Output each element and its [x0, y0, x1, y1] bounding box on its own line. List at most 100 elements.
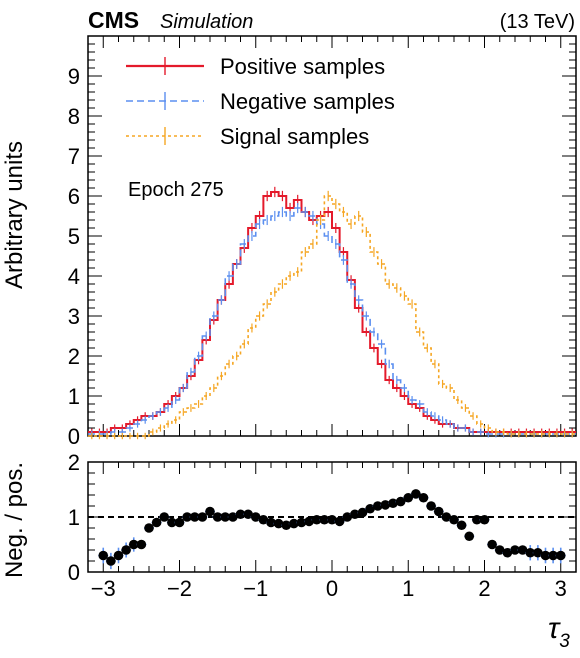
ratio-point [121, 545, 131, 555]
y-tick-label: 7 [68, 144, 80, 169]
experiment-label: CMS [88, 7, 139, 33]
ratio-point [136, 539, 147, 550]
x-tick-label: 2 [478, 576, 490, 601]
ratio-point [159, 512, 170, 522]
ratio-point [380, 500, 391, 510]
status-label: Simulation [160, 11, 253, 33]
legend-entry: Negative samples [126, 89, 395, 114]
ratio-point [334, 516, 345, 527]
ratio-point [555, 550, 566, 561]
x-tick-label: −3 [91, 576, 116, 601]
y-tick-label: 9 [68, 64, 80, 89]
x-tick-label: 0 [326, 576, 338, 601]
y-tick-label: 5 [68, 224, 80, 249]
ratio-point [212, 512, 223, 522]
ratio-point [327, 514, 337, 525]
y-tick-label: 1 [68, 505, 80, 530]
ratio-point [319, 514, 330, 525]
series-line [88, 207, 576, 435]
x-tick-label: −1 [243, 576, 268, 601]
ratio-point [350, 509, 360, 520]
ratio-point [197, 512, 208, 522]
series-signal-samples [88, 190, 576, 440]
x-axis-label-symbol: τ [548, 612, 561, 645]
ratio-point [533, 547, 543, 558]
ratio-point [311, 514, 322, 525]
y-tick-label: 0 [68, 560, 80, 585]
ratio-point [433, 506, 444, 517]
x-tick-label: −2 [167, 576, 192, 601]
ratio-point [342, 512, 353, 522]
ratio-point [151, 517, 162, 528]
ratio-point [548, 550, 558, 561]
y-tick-label: 8 [68, 104, 80, 129]
ratio-point [205, 506, 215, 517]
ratio-point [525, 547, 536, 558]
ratio-point [395, 496, 406, 507]
ratio-point [502, 547, 513, 558]
ratio-point [289, 518, 299, 529]
ratio-point [266, 517, 276, 528]
ratio-point [464, 531, 475, 542]
x-axis-label: τ3 [548, 612, 570, 652]
ratio-point [510, 545, 520, 555]
ratio-point [174, 517, 185, 528]
ratio-point [258, 514, 269, 525]
epoch-annotation: Epoch 275 [128, 179, 224, 201]
series-line [88, 191, 576, 433]
ratio-point [98, 550, 109, 561]
ratio-point [472, 514, 482, 525]
ratio-point [235, 509, 246, 520]
energy-label: (13 TeV) [500, 11, 575, 33]
ratio-point [449, 514, 459, 525]
series-line [88, 195, 576, 437]
ratio-point [487, 539, 497, 550]
y-tick-label: 4 [68, 264, 80, 289]
ratio-point [189, 512, 200, 522]
y-tick-label: 2 [68, 450, 80, 475]
ratio-point [441, 512, 452, 522]
legend-entry: Signal samples [126, 124, 369, 149]
ratio-point [304, 516, 314, 527]
ratio-point [128, 539, 139, 550]
x-axis-label-subscript: 3 [559, 631, 570, 652]
ratio-point [281, 520, 292, 531]
ratio-point [228, 512, 238, 522]
ratio-point [411, 489, 421, 499]
ratio-point [106, 556, 116, 566]
ratio-point [250, 512, 261, 522]
x-tick-label: 1 [402, 576, 414, 601]
y-tick-label: 2 [68, 344, 80, 369]
ratio-point [357, 507, 368, 518]
ratio-point [220, 512, 231, 522]
ratio-point [403, 492, 414, 503]
legend-label: Signal samples [220, 124, 369, 149]
ratio-y-axis-label: Neg. / pos. [1, 462, 28, 578]
ratio-point [388, 498, 398, 509]
legend: Positive samples Negative samples Signal s… [126, 54, 395, 149]
ratio-point [456, 520, 467, 531]
ratio-point [517, 545, 528, 555]
x-tick-label: 3 [555, 576, 567, 601]
ratio-point [273, 518, 284, 529]
y-tick-label: 6 [68, 184, 80, 209]
y-tick-label: 3 [68, 304, 80, 329]
legend-label: Positive samples [220, 54, 385, 79]
main-y-axis-label: Arbitrary units [1, 141, 28, 289]
legend-label: Negative samples [220, 89, 395, 114]
y-tick-label: 0 [68, 424, 80, 449]
ratio-point [372, 501, 383, 511]
ratio-point [296, 517, 307, 528]
ratio-point [113, 550, 124, 561]
ratio-point [418, 492, 429, 503]
ratio-point [182, 512, 192, 522]
ratio-panel: −3 −2 −1 0 1 2 3 0 1 2 [68, 450, 577, 601]
ratio-point [243, 509, 253, 520]
ratio-point [479, 514, 490, 525]
series-negative-samples [88, 202, 576, 438]
ratio-point [144, 523, 154, 533]
series-positive-samples [88, 186, 576, 436]
ratio-point [426, 501, 436, 511]
ratio-point [494, 545, 505, 555]
